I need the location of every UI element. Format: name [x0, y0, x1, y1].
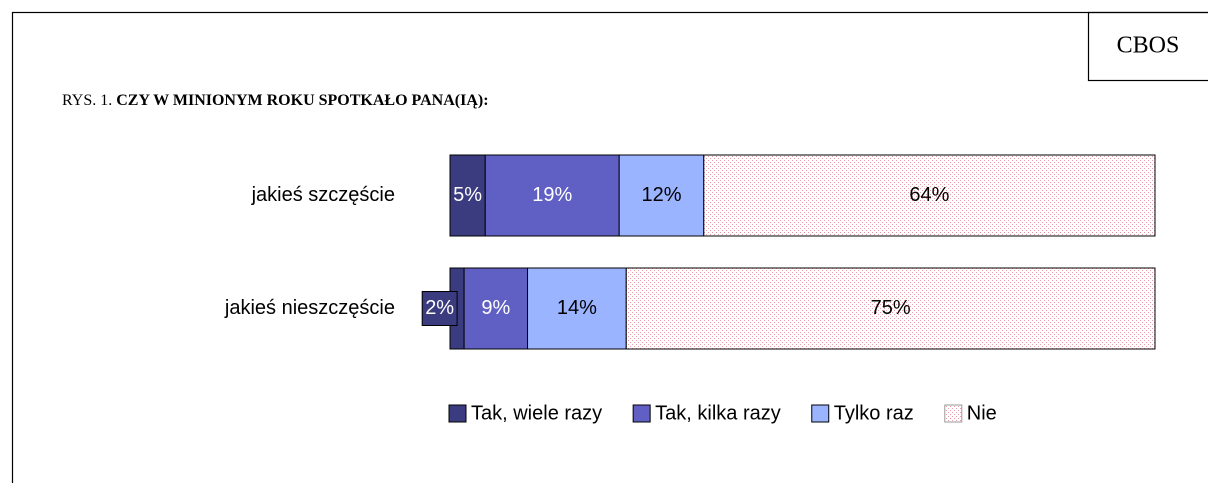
- legend-label: Tylko raz: [834, 402, 914, 424]
- title: CZY W MINIONYM ROKU SPOTKAŁO PANA(IĄ):: [116, 92, 488, 109]
- y-tick-label: jakieś szczęście: [251, 184, 395, 206]
- bar-segment: [703, 154, 1156, 237]
- value-label: 5%: [453, 184, 482, 206]
- legend-swatch: [632, 404, 651, 423]
- legend-label: Tak, wiele razy: [471, 402, 602, 424]
- value-label: 75%: [871, 297, 911, 319]
- legend-swatch: [448, 404, 467, 423]
- bar-segment: [625, 267, 1156, 350]
- value-label-box: [421, 291, 458, 326]
- value-label: 9%: [481, 297, 510, 319]
- value-label: 12%: [641, 184, 681, 206]
- bar-segment: [463, 267, 529, 350]
- source-box: [1087, 11, 1208, 82]
- bar-segment: [618, 154, 705, 237]
- source: CBOS: [1117, 33, 1180, 59]
- bar-segment: [484, 154, 620, 237]
- legend-swatch: [811, 404, 830, 423]
- chart-title: RYS. 1. CZY W MINIONYM ROKU SPOTKAŁO PAN…: [62, 92, 489, 109]
- frame: [11, 11, 1208, 483]
- legend-swatch: [944, 404, 963, 423]
- value-label: 19%: [532, 184, 572, 206]
- figure-label: RYS. 1.: [62, 92, 112, 109]
- value-label: 2%: [425, 297, 454, 319]
- value-label: 14%: [557, 297, 597, 319]
- legend-label: Nie: [967, 402, 997, 424]
- value-label: 64%: [909, 184, 949, 206]
- legend-label: Tak, kilka razy: [655, 402, 781, 424]
- y-tick-label: jakieś nieszczęście: [224, 297, 395, 319]
